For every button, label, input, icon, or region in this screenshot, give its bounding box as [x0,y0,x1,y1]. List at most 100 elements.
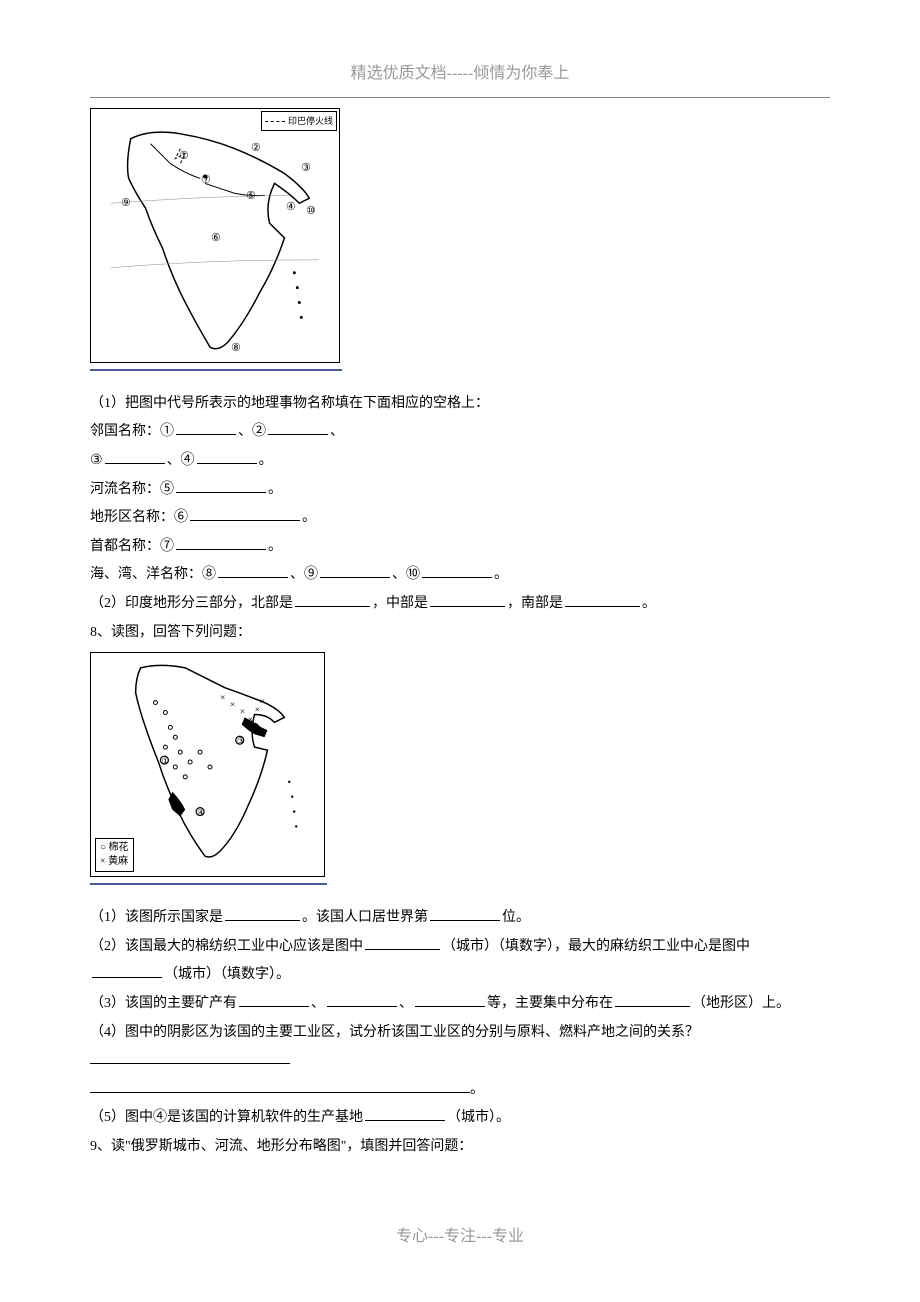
blank[interactable] [218,564,288,578]
map1-num-6: ⑥ [211,229,221,249]
map2-underline [90,883,327,885]
svg-text:①: ① [161,756,169,766]
svg-text:×: × [230,700,236,711]
text: （城市）。 [447,1110,510,1125]
blank[interactable] [295,593,370,607]
end: 。 [268,482,282,497]
page-header: 精选优质文档-----倾情为你奉上 [90,60,830,89]
q8-p1: （1）该图所示国家是 。该国人口居世界第 位。 [90,905,830,932]
blank[interactable] [176,421,236,435]
sep: 、④ [167,453,195,468]
blank[interactable] [430,593,505,607]
map1-num-8: ⑧ [231,339,241,359]
legend-jute: × 黄麻 [100,855,129,869]
map1-num-4: ④ [286,198,296,218]
q1-neighbor-line1: 邻国名称：① 、② 、 [90,419,830,446]
blank[interactable] [197,450,257,464]
label: ③ [90,453,103,468]
blank[interactable] [430,907,500,921]
map1-num-2: ② [251,139,261,159]
q1-intro: （1）把图中代号所表示的地理事物名称填在下面相应的空格上： [90,391,830,418]
svg-text:③: ③ [237,736,245,746]
text: 等，主要集中分布在 [487,996,613,1011]
text: 位。 [502,910,530,925]
legend-cotton: ○ 棉花 [100,841,129,855]
blank[interactable] [190,507,300,521]
blank[interactable] [327,993,397,1007]
svg-text:×: × [260,697,266,708]
text: （1）该图所示国家是 [90,910,223,925]
blank[interactable] [176,479,266,493]
q8-p3: （3）该国的主要矿产有、、等，主要集中分布在（地形区）上。 [90,991,830,1018]
q8-p4: （4）图中的阴影区为该国的主要工业区，试分析该国工业区的分别与原料、燃料产地之间… [90,1020,830,1047]
blank[interactable] [105,450,165,464]
blank[interactable] [320,564,390,578]
sep: 、② [238,424,266,439]
q8-title: 8、读图，回答下列问题： [90,620,830,647]
map1-num-9: ⑨ [121,194,131,214]
label: 首都名称：⑦ [90,539,174,554]
blank[interactable] [365,936,440,950]
map1-num-1: ① [179,147,189,167]
end: 。 [302,510,316,525]
q1-part2: （2）印度地形分三部分，北部是 ，中部是 ，南部是 。 [90,591,830,618]
svg-text:②: ② [252,723,260,733]
sep: 、 [399,996,413,1011]
text: （城市）（填数字），最大的麻纺织工业中心是图中 [442,939,750,954]
q1-neighbor-label: 邻国名称：① [90,424,174,439]
label: 地形区名称：⑥ [90,510,188,525]
blank[interactable] [92,964,162,978]
end: 。 [259,453,273,468]
blank[interactable] [176,536,266,550]
page-footer: 专心---专注---专业 [0,1223,920,1252]
sep: 、⑨ [290,567,318,582]
map1-num-10: ⑩ [306,202,316,222]
svg-text:×: × [240,707,246,718]
blank[interactable] [90,1079,470,1093]
text: （城市）（填数字）。 [164,967,290,982]
end: 。 [642,596,656,611]
q1-capital: 首都名称：⑦ 。 [90,534,830,561]
svg-text:×: × [220,693,226,704]
map2-legend: ○ 棉花 × 黄麻 [95,838,134,872]
blank[interactable] [615,993,690,1007]
q1-sea: 海、湾、洋名称：⑧、⑨、⑩。 [90,562,830,589]
sep: 、 [311,996,325,1011]
q8-p5: （5）图中④是该国的计算机软件的生产基地 （城市）。 [90,1105,830,1132]
sep: ，中部是 [372,596,428,611]
q1-terrain: 地形区名称：⑥ 。 [90,505,830,532]
text: （5）图中④是该国的计算机软件的生产基地 [90,1110,363,1125]
text: （3）该国的主要矿产有 [90,996,237,1011]
blank[interactable] [268,421,328,435]
label: 河流名称：⑤ [90,482,174,497]
q8-p4-blank1 [90,1048,830,1075]
sep: ，南部是 [507,596,563,611]
blank[interactable] [365,1107,445,1121]
end: 。 [268,539,282,554]
label: （2）印度地形分三部分，北部是 [90,596,293,611]
q8-p2-cont: （城市）（填数字）。 [90,962,830,989]
blank[interactable] [90,1050,290,1064]
q8-p4-blank2: 。 [90,1077,830,1104]
blank[interactable] [239,993,309,1007]
map1-num-7: ⑦ [201,171,211,191]
q1-river: 河流名称：⑤ 。 [90,477,830,504]
q1-neighbor-line2: ③ 、④ 。 [90,448,830,475]
svg-text:④: ④ [197,808,205,818]
q9-title: 9、读"俄罗斯城市、河流、地形分布略图"，填图并回答问题： [90,1134,830,1161]
blank[interactable] [565,593,640,607]
end: 。 [470,1082,484,1097]
blank[interactable] [225,907,300,921]
label: 海、湾、洋名称：⑧ [90,567,216,582]
map1-num-3: ③ [301,159,311,179]
text: 。该国人口居世界第 [302,910,428,925]
text: （2）该国最大的棉纺织工业中心应该是图中 [90,939,363,954]
sep: 、⑩ [392,567,420,582]
map1-underline [90,369,342,371]
sep: 、 [330,424,344,439]
header-divider [90,97,830,98]
blank[interactable] [415,993,485,1007]
blank[interactable] [422,564,492,578]
q8-p2: （2）该国最大的棉纺织工业中心应该是图中 （城市）（填数字），最大的麻纺织工业中心… [90,934,830,961]
india-map-2: × × × × × × ① ② ③ ④ ○ 棉花 × 黄麻 [90,652,325,877]
